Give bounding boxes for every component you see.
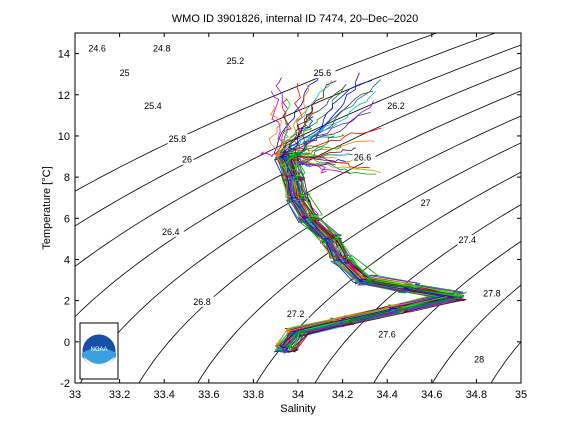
- density-contour-label: 26: [182, 155, 192, 165]
- x-tick-label: 33.6: [198, 389, 219, 401]
- x-tick-label: 33.8: [243, 389, 264, 401]
- x-tick-label: 34.8: [466, 389, 487, 401]
- density-contour-label: 26.4: [162, 227, 180, 237]
- profile-series-line: [281, 157, 456, 352]
- contour-label-bg: [143, 101, 166, 112]
- contour-label-bg: [192, 296, 215, 307]
- y-tick-label: 10: [58, 131, 70, 143]
- contour-label-bg: [377, 329, 401, 340]
- y-tick-label: 8: [64, 172, 70, 184]
- x-tick-label: 34.2: [332, 389, 353, 401]
- y-tick-label: 14: [58, 49, 70, 61]
- density-contour: [79, 90, 521, 383]
- density-contour: [432, 284, 521, 383]
- density-contour: [197, 142, 521, 383]
- x-tick-label: 33.2: [109, 389, 130, 401]
- density-contour-label: 28: [474, 354, 484, 364]
- contour-label-bg: [87, 43, 111, 54]
- density-contour: [75, 33, 437, 192]
- density-contour-label: 27.2: [287, 309, 305, 319]
- contour-label-bg: [285, 309, 309, 320]
- profile-series-line: [274, 149, 452, 346]
- density-contour: [138, 115, 521, 383]
- density-contour-label: 25.2: [227, 56, 245, 66]
- chart-title: WMO ID 3901826, internal ID 7474, 20–Dec…: [172, 13, 418, 25]
- y-tick-label: 0: [64, 337, 70, 349]
- contour-label-bg: [160, 226, 184, 237]
- density-contour-lines: [75, 33, 521, 383]
- profile-series-group: [260, 72, 467, 355]
- contour-label-bg: [473, 354, 486, 365]
- y-tick-label: 12: [58, 90, 70, 102]
- density-contour-label: 25.4: [144, 101, 162, 111]
- contour-label-bg: [386, 101, 409, 112]
- contour-label-bg: [167, 134, 191, 145]
- profile-series-line: [268, 105, 448, 348]
- density-contour-label: 25.8: [169, 134, 187, 144]
- x-tick-label: 34.4: [376, 389, 397, 401]
- density-contour-labels: 24.6 24.8 25 25.2 25.4 25.6 25.8 26 26.2 26.4 26.6…: [87, 43, 505, 365]
- contour-label-bg: [225, 55, 249, 66]
- density-contour: [373, 240, 521, 383]
- x-axis-ticks: 33 33.2 33.4 33.6 33.8 34 34.2 34.4 34.6 34.8 35: [69, 33, 527, 401]
- density-contour: [75, 44, 521, 267]
- contour-label-bg: [118, 68, 131, 79]
- density-contour: [314, 204, 521, 383]
- density-contour-label: 27.4: [459, 235, 477, 245]
- y-axis-label: Temperature [°C]: [41, 166, 53, 249]
- contour-label-bg: [152, 43, 175, 54]
- y-axis-ticks: -2 0 2 4 6 8 10 12 14: [58, 49, 521, 390]
- contour-label-bg: [482, 288, 505, 299]
- x-tick-label: 35: [515, 389, 527, 401]
- density-contour: [75, 66, 521, 318]
- density-contour: [255, 171, 521, 383]
- density-contour-label: 25: [120, 68, 130, 78]
- density-contour-label: 26.2: [387, 101, 405, 111]
- density-contour-label: 26.8: [193, 297, 211, 307]
- y-tick-label: 6: [64, 213, 70, 225]
- density-contour-label: 24.8: [153, 44, 171, 54]
- x-tick-label: 33.4: [153, 389, 174, 401]
- x-axis-label: Salinity: [280, 403, 316, 415]
- contour-label-bg: [457, 235, 481, 245]
- profile-series-line: [280, 152, 464, 348]
- x-tick-label: 33: [69, 389, 81, 401]
- contour-label-bg: [181, 154, 194, 165]
- x-tick-label: 34.6: [421, 389, 442, 401]
- contour-label-bg: [352, 152, 376, 163]
- profile-series-line: [288, 106, 466, 353]
- x-tick-label: 34: [292, 389, 304, 401]
- y-tick-label: 4: [64, 254, 70, 266]
- contour-label-bg: [419, 197, 433, 208]
- density-contour-label: 27.6: [378, 330, 396, 340]
- noaa-logo-text: NOAA: [90, 347, 107, 353]
- density-contour-label: 25.6: [314, 68, 332, 78]
- y-tick-label: 2: [64, 296, 70, 308]
- profile-series-line: [286, 144, 461, 350]
- noaa-logo: NOAA: [79, 322, 119, 380]
- profile-series-line: [279, 80, 453, 349]
- density-contour-label: 27.8: [483, 289, 501, 299]
- density-contour: [75, 33, 496, 227]
- density-contour-label: 26.6: [354, 153, 372, 163]
- density-contour-label: 24.6: [88, 44, 106, 54]
- density-contour-label: 27: [421, 198, 431, 208]
- profile-series-line: [286, 147, 460, 348]
- contour-label-bg: [312, 68, 336, 79]
- y-tick-label: -2: [60, 378, 70, 390]
- profile-series-line: [280, 151, 465, 350]
